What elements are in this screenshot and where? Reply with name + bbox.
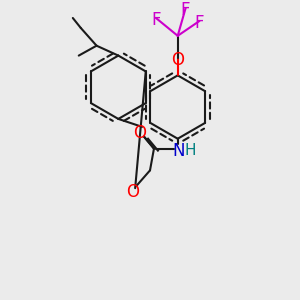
Text: H: H	[185, 142, 196, 158]
Text: F: F	[195, 14, 204, 32]
Text: O: O	[126, 183, 139, 201]
Text: F: F	[151, 11, 161, 29]
Text: N: N	[172, 142, 185, 160]
Text: F: F	[181, 1, 190, 19]
Text: O: O	[171, 51, 184, 69]
Text: O: O	[134, 124, 147, 142]
